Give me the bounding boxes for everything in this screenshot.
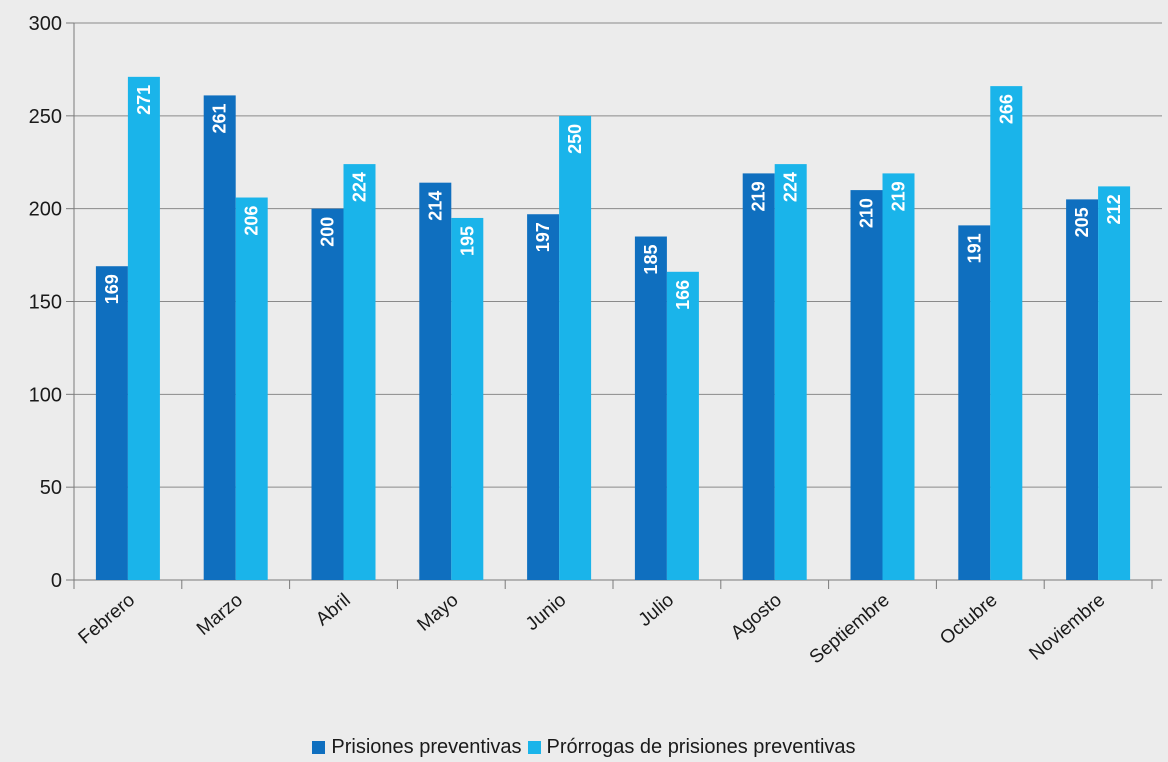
bar-prorrogas — [882, 173, 915, 580]
bar-prorrogas — [666, 271, 699, 580]
bar-prorrogas — [343, 164, 376, 580]
data-label: 212 — [1104, 194, 1124, 224]
bar-prorrogas — [774, 164, 807, 580]
x-tick-label: Septiembre — [806, 590, 894, 669]
data-label: 219 — [889, 181, 909, 211]
bar-prorrogas — [235, 197, 268, 580]
legend: Prisiones preventivas Prórrogas de prisi… — [0, 736, 1168, 759]
bar-prisiones — [958, 225, 991, 581]
data-label: 261 — [210, 103, 230, 133]
bar-prisiones — [311, 208, 344, 580]
y-tick-label: 200 — [29, 199, 62, 221]
x-tick-label: Junio — [522, 590, 570, 635]
data-label: 169 — [102, 274, 122, 304]
legend-swatch-prorrogas — [527, 741, 541, 754]
data-label: 250 — [565, 124, 585, 154]
legend-swatch-prisiones — [312, 741, 326, 754]
bar-prisiones — [634, 236, 667, 580]
x-tick-label: Noviembre — [1025, 590, 1109, 665]
bar-prorrogas — [1098, 186, 1131, 581]
data-label: 266 — [996, 94, 1016, 124]
x-tick-label: Febrero — [75, 590, 139, 649]
y-tick-label: 100 — [29, 384, 62, 406]
data-label: 206 — [242, 206, 262, 236]
bar-chart: 0 50 100 150 200 250 300 169 271 Febrero 261 206 Mar… — [29, 13, 1162, 669]
data-label: 271 — [134, 85, 154, 115]
y-tick-label: 150 — [29, 292, 62, 314]
data-label: 195 — [457, 226, 477, 256]
x-tick-label: Marzo — [193, 590, 247, 640]
data-label: 200 — [318, 217, 338, 247]
bar-prisiones — [527, 214, 560, 580]
legend-item-prorrogas: Prórrogas de prisiones preventivas — [527, 736, 856, 759]
data-label: 219 — [749, 181, 769, 211]
x-tick-label: Octubre — [936, 590, 1001, 650]
data-label: 214 — [425, 191, 445, 221]
bar-prisiones — [742, 173, 775, 580]
y-tick-label: 250 — [29, 106, 62, 128]
bar-prisiones — [1066, 199, 1099, 580]
data-label: 185 — [641, 245, 661, 275]
x-tick-label: Mayo — [413, 590, 462, 636]
data-label: 166 — [673, 280, 693, 310]
x-tick-label: Abril — [312, 590, 355, 631]
bar-prisiones — [419, 182, 452, 580]
bar-prorrogas — [990, 86, 1023, 581]
data-label: 224 — [350, 172, 370, 202]
data-label: 191 — [964, 233, 984, 263]
y-tick-label: 0 — [51, 570, 62, 592]
legend-label-prorrogas: Prórrogas de prisiones preventivas — [546, 736, 856, 758]
data-label: 205 — [1072, 207, 1092, 237]
bar-prisiones — [850, 190, 883, 580]
bar-prisiones — [95, 266, 128, 580]
data-label: 197 — [533, 222, 553, 252]
bar-prorrogas — [451, 217, 484, 580]
bar-prorrogas — [559, 115, 592, 580]
y-tick-label: 50 — [40, 477, 62, 499]
legend-item-prisiones: Prisiones preventivas — [312, 736, 522, 759]
data-label: 224 — [781, 172, 801, 202]
legend-label-prisiones: Prisiones preventivas — [331, 736, 522, 758]
bar-prisiones — [203, 95, 236, 580]
y-tick-label: 300 — [29, 13, 62, 35]
data-label: 210 — [857, 198, 877, 228]
bar-prorrogas — [127, 76, 160, 581]
x-tick-label: Agosto — [727, 590, 786, 644]
x-tick-label: Julio — [635, 590, 678, 631]
